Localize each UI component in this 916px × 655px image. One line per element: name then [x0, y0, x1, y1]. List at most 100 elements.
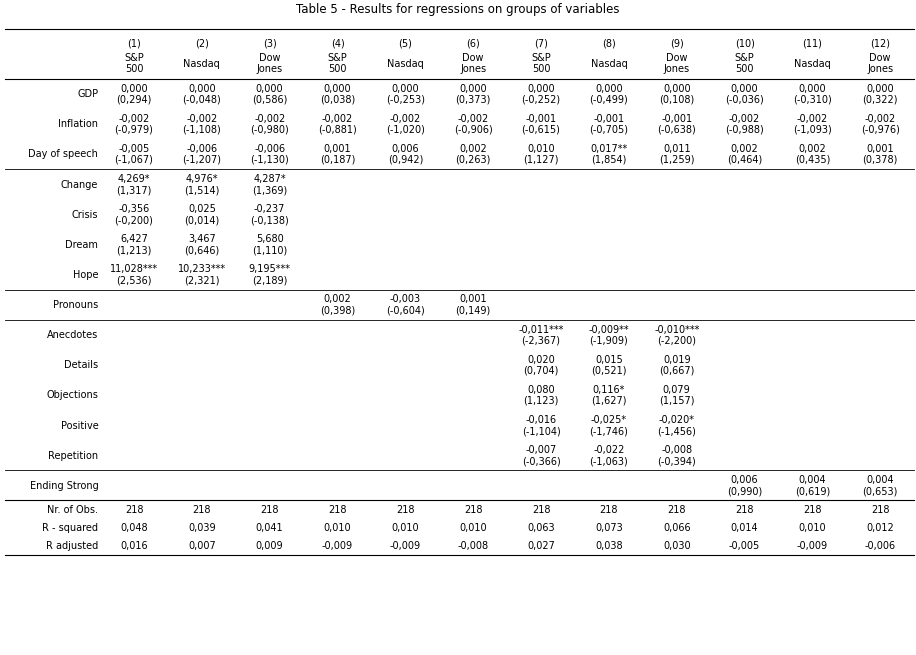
- Text: 0,027: 0,027: [527, 541, 555, 552]
- Text: 0,001: 0,001: [460, 295, 487, 305]
- Text: (7): (7): [534, 39, 548, 49]
- Text: (-1,456): (-1,456): [658, 426, 696, 436]
- Text: 0,004: 0,004: [799, 476, 826, 485]
- Text: S&P
500: S&P 500: [125, 53, 144, 74]
- Text: Nasdaq: Nasdaq: [387, 58, 424, 69]
- Text: (-0,048): (-0,048): [182, 95, 222, 105]
- Text: 0,041: 0,041: [256, 523, 283, 533]
- Text: (-0,976): (-0,976): [861, 125, 900, 135]
- Text: (-0,036): (-0,036): [725, 95, 764, 105]
- Text: (0,704): (0,704): [523, 366, 559, 376]
- Text: (-0,615): (-0,615): [521, 125, 561, 135]
- Text: -0,009: -0,009: [390, 541, 421, 552]
- Text: -0,011***: -0,011***: [518, 325, 563, 335]
- Text: 3,467: 3,467: [188, 234, 216, 244]
- Text: Inflation: Inflation: [59, 119, 98, 129]
- Text: Hope: Hope: [72, 270, 98, 280]
- Text: (1,854): (1,854): [591, 155, 627, 165]
- Text: 218: 218: [192, 504, 211, 515]
- Text: -0,009**: -0,009**: [589, 325, 629, 335]
- Text: -0,002: -0,002: [254, 114, 285, 124]
- Text: 0,009: 0,009: [256, 541, 283, 552]
- Text: 218: 218: [125, 504, 143, 515]
- Text: 218: 218: [328, 504, 347, 515]
- Text: (-0,979): (-0,979): [114, 125, 154, 135]
- Text: (-1,020): (-1,020): [386, 125, 425, 135]
- Text: (2): (2): [195, 39, 209, 49]
- Text: (0,378): (0,378): [863, 155, 898, 165]
- Text: (-1,104): (-1,104): [522, 426, 561, 436]
- Text: -0,002: -0,002: [729, 114, 760, 124]
- Text: 0,007: 0,007: [188, 541, 216, 552]
- Text: 218: 218: [396, 504, 415, 515]
- Text: S&P
500: S&P 500: [531, 53, 551, 74]
- Text: (8): (8): [602, 39, 616, 49]
- Text: 0,116*: 0,116*: [593, 385, 625, 395]
- Text: (4): (4): [331, 39, 344, 49]
- Text: Pronouns: Pronouns: [53, 300, 98, 310]
- Text: (-1,746): (-1,746): [590, 426, 628, 436]
- Text: 0,010: 0,010: [460, 523, 487, 533]
- Text: 0,006: 0,006: [391, 144, 420, 154]
- Text: 0,002: 0,002: [799, 144, 826, 154]
- Text: -0,016: -0,016: [526, 415, 557, 425]
- Text: R - squared: R - squared: [42, 523, 98, 533]
- Text: (0,322): (0,322): [863, 95, 898, 105]
- Text: 0,000: 0,000: [663, 84, 691, 94]
- Text: Repetition: Repetition: [49, 451, 98, 460]
- Text: (-0,366): (-0,366): [522, 457, 561, 466]
- Text: (-1,063): (-1,063): [590, 457, 628, 466]
- Text: (2,321): (2,321): [184, 276, 220, 286]
- Text: (9): (9): [670, 39, 683, 49]
- Text: -0,007: -0,007: [526, 445, 557, 455]
- Text: 9,195***: 9,195***: [248, 265, 290, 274]
- Text: Nasdaq: Nasdaq: [794, 58, 831, 69]
- Text: (5): (5): [398, 39, 412, 49]
- Text: (-0,906): (-0,906): [453, 125, 493, 135]
- Text: -0,002: -0,002: [797, 114, 828, 124]
- Text: 0,004: 0,004: [867, 476, 894, 485]
- Text: (0,373): (0,373): [455, 95, 491, 105]
- Text: (0,014): (0,014): [184, 215, 220, 225]
- Text: 218: 218: [871, 504, 889, 515]
- Text: -0,005: -0,005: [729, 541, 760, 552]
- Text: 0,063: 0,063: [528, 523, 555, 533]
- Text: (1,259): (1,259): [659, 155, 694, 165]
- Text: Dow
Jones: Dow Jones: [664, 53, 690, 74]
- Text: (-1,067): (-1,067): [114, 155, 154, 165]
- Text: (-1,108): (-1,108): [182, 125, 222, 135]
- Text: (6): (6): [466, 39, 480, 49]
- Text: (-0,499): (-0,499): [590, 95, 628, 105]
- Text: 0,039: 0,039: [188, 523, 215, 533]
- Text: Positive: Positive: [60, 421, 98, 430]
- Text: 6,427: 6,427: [120, 234, 148, 244]
- Text: 218: 218: [464, 504, 483, 515]
- Text: GDP: GDP: [77, 89, 98, 99]
- Text: 0,000: 0,000: [867, 84, 894, 94]
- Text: (-2,367): (-2,367): [521, 336, 561, 346]
- Text: -0,006: -0,006: [865, 541, 896, 552]
- Text: (0,108): (0,108): [660, 95, 694, 105]
- Text: (-0,988): (-0,988): [725, 125, 764, 135]
- Text: Crisis: Crisis: [71, 210, 98, 219]
- Text: 5,680: 5,680: [256, 234, 284, 244]
- Text: -0,001: -0,001: [661, 114, 692, 124]
- Text: Nasdaq: Nasdaq: [183, 58, 220, 69]
- Text: -0,002: -0,002: [865, 114, 896, 124]
- Text: 0,000: 0,000: [731, 84, 758, 94]
- Text: -0,009: -0,009: [322, 541, 353, 552]
- Text: (-0,394): (-0,394): [658, 457, 696, 466]
- Text: 0,000: 0,000: [120, 84, 147, 94]
- Text: -0,002: -0,002: [118, 114, 149, 124]
- Text: 0,030: 0,030: [663, 541, 691, 552]
- Text: -0,020*: -0,020*: [659, 415, 694, 425]
- Text: Ending Strong: Ending Strong: [29, 481, 98, 491]
- Text: (0,653): (0,653): [863, 487, 898, 496]
- Text: 0,048: 0,048: [120, 523, 147, 533]
- Text: (11): (11): [802, 39, 823, 49]
- Text: (0,646): (0,646): [184, 246, 220, 255]
- Text: (0,263): (0,263): [455, 155, 491, 165]
- Text: -0,010***: -0,010***: [654, 325, 700, 335]
- Text: 0,015: 0,015: [595, 355, 623, 365]
- Text: (1,123): (1,123): [523, 396, 559, 406]
